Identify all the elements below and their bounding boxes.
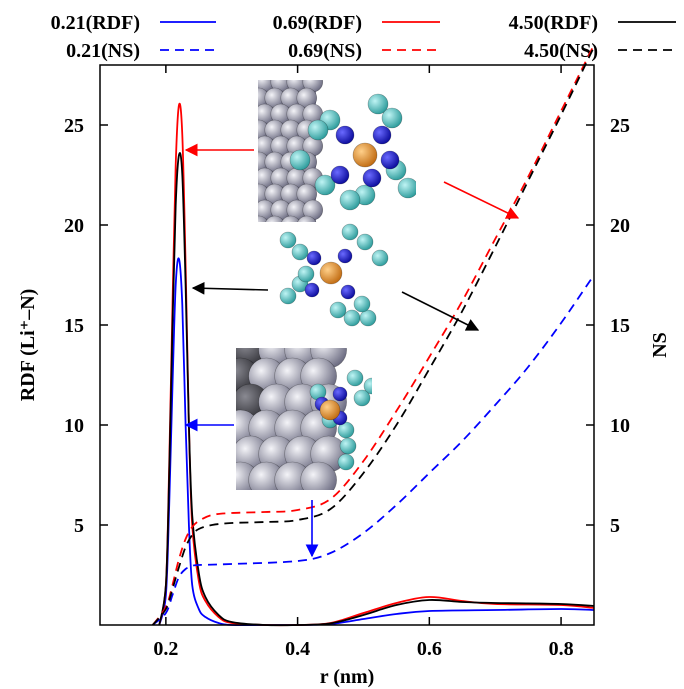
nitrogen-atom bbox=[380, 150, 400, 170]
carbon-atom bbox=[381, 107, 403, 129]
nitrogen-atom bbox=[362, 168, 382, 188]
y-tick-label-right: 15 bbox=[610, 315, 630, 337]
carbon-atom bbox=[367, 93, 389, 115]
y-tick-label-left: 10 bbox=[64, 415, 84, 437]
y-tick-label-right: 25 bbox=[610, 115, 630, 137]
surface-atom bbox=[258, 215, 269, 222]
nitrogen-atom bbox=[337, 248, 353, 264]
series-line-4-50-rdf bbox=[158, 152, 595, 627]
legend-label: 0.21(RDF) bbox=[51, 12, 140, 34]
carbon-atom bbox=[371, 249, 389, 267]
surface-atom bbox=[281, 215, 301, 222]
carbon-atom bbox=[353, 295, 371, 313]
x-tick-label: 0.4 bbox=[285, 638, 310, 660]
carbon-atom bbox=[297, 265, 315, 283]
carbon-atom bbox=[356, 233, 374, 251]
y-tick-label-left: 5 bbox=[74, 515, 84, 537]
nitrogen-atom bbox=[330, 165, 350, 185]
carbon-atom bbox=[363, 377, 372, 395]
lithium-ion bbox=[319, 399, 341, 421]
legend-label: 4.50(RDF) bbox=[509, 12, 598, 34]
carbon-atom bbox=[359, 309, 377, 327]
carbon-atom bbox=[337, 453, 355, 471]
plot-frame bbox=[99, 64, 595, 626]
legend: 0.21(RDF) 0.69(RDF) 4.50(RDF) 0.21(NS) 0.69(… bbox=[51, 12, 676, 62]
y-tick-label-left: 25 bbox=[64, 115, 84, 137]
series-line-0-21-ns bbox=[152, 274, 595, 626]
free-cluster-image bbox=[279, 223, 389, 327]
legend-label: 0.21(NS) bbox=[66, 40, 140, 62]
lithium-ion bbox=[352, 142, 378, 168]
nitrogen-atom bbox=[335, 125, 355, 145]
surface-atom bbox=[265, 215, 285, 222]
carbon-atom bbox=[353, 389, 371, 407]
annotation-arrows bbox=[184, 143, 520, 558]
x-axis-label: r (nm) bbox=[320, 666, 375, 688]
series-line-0-21-rdf bbox=[158, 257, 595, 627]
x-tick-label: 0.8 bbox=[549, 638, 574, 660]
carbon-atom bbox=[279, 287, 297, 305]
series-line-0-69-ns bbox=[151, 44, 595, 626]
lithium-ion bbox=[319, 261, 343, 285]
nitrogen-atom bbox=[340, 284, 356, 300]
carbon-atom bbox=[279, 231, 297, 249]
carbon-atom bbox=[289, 149, 311, 171]
data-lines bbox=[151, 44, 595, 627]
x-tick-label: 0.2 bbox=[153, 638, 178, 660]
nitrogen-atom bbox=[332, 386, 348, 402]
carbon-atom bbox=[343, 309, 361, 327]
y-axis-label-left: RDF (Li⁺–N) bbox=[17, 289, 39, 402]
y-tick-label-left: 15 bbox=[64, 315, 84, 337]
nitrogen-atom bbox=[306, 250, 322, 266]
carbon-atom bbox=[341, 223, 359, 241]
axis-ticks: 0.2 0.4 0.6 0.8 5 5 10 10 15 15 20 20 25 25 bbox=[64, 65, 630, 660]
nitrogen-atom bbox=[304, 282, 320, 298]
carbon-atom bbox=[291, 243, 309, 261]
nitrogen-atom bbox=[372, 125, 392, 145]
carbon-atom bbox=[314, 174, 336, 196]
y-tick-label-right: 10 bbox=[610, 415, 630, 437]
carbon-atom bbox=[307, 119, 329, 141]
surface-atom bbox=[297, 215, 317, 222]
arrow-black-left bbox=[191, 281, 269, 295]
y-axis-label-right: NS bbox=[649, 332, 671, 358]
legend-label: 4.50(NS) bbox=[524, 40, 598, 62]
surface-cluster-top-image bbox=[258, 80, 416, 222]
carbon-atom bbox=[339, 189, 361, 211]
x-tick-label: 0.6 bbox=[417, 638, 442, 660]
y-tick-label-left: 20 bbox=[64, 215, 84, 237]
carbon-atom bbox=[329, 301, 347, 319]
carbon-atom bbox=[397, 177, 416, 199]
carbon-atom bbox=[337, 421, 355, 439]
surface-cluster-bottom-image bbox=[236, 348, 372, 490]
carbon-atom bbox=[339, 437, 357, 455]
inset-images bbox=[236, 80, 416, 490]
legend-label: 0.69(RDF) bbox=[273, 12, 362, 34]
surface-atom bbox=[300, 461, 337, 490]
carbon-atom bbox=[346, 369, 364, 387]
arrow-black-right bbox=[401, 291, 480, 331]
y-tick-label-right: 20 bbox=[610, 215, 630, 237]
arrow-red-right bbox=[443, 181, 520, 219]
legend-label: 0.69(NS) bbox=[288, 40, 362, 62]
y-tick-label-right: 5 bbox=[610, 515, 620, 537]
